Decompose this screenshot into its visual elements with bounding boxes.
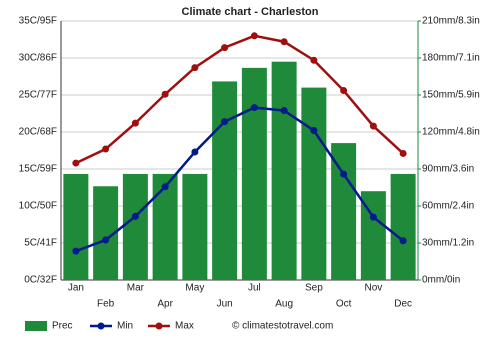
x-tick-label: Nov [364, 283, 382, 294]
bar [390, 173, 416, 280]
x-tick-label: Jan [68, 283, 84, 294]
line [75, 106, 404, 253]
y2-tick-label: 90mm/3.6in [422, 164, 474, 175]
point [250, 32, 258, 40]
x-tick-label: Feb [97, 299, 115, 310]
point [280, 38, 288, 46]
y-tick-label: 10C/50F [19, 201, 57, 212]
point [369, 213, 377, 221]
point [280, 107, 288, 115]
legend-swatch [155, 322, 163, 330]
line [75, 34, 404, 165]
point [102, 145, 110, 153]
y-tick-label: 0C/32F [24, 275, 57, 286]
y2-tick-label: 120mm/4.8in [422, 127, 480, 138]
y-tick-label: 35C/95F [19, 16, 57, 27]
legend-label: Min [117, 321, 133, 332]
point [72, 247, 80, 255]
chart-title: Climate chart - Charleston [182, 6, 319, 18]
y-tick-label: 20C/68F [19, 127, 57, 138]
point [310, 127, 318, 135]
legend-label: Max [175, 321, 194, 332]
x-tick-label: Sep [305, 283, 323, 294]
y2-tick-label: 180mm/7.1in [422, 53, 480, 64]
point [221, 44, 229, 52]
point [340, 87, 348, 95]
point [161, 90, 169, 98]
x-tick-label: May [185, 283, 204, 294]
bar [152, 173, 178, 280]
bar [301, 87, 327, 280]
bar [63, 173, 89, 280]
point [191, 64, 199, 72]
bar [122, 173, 148, 280]
x-tick-label: Apr [157, 299, 173, 310]
x-tick-label: Jul [248, 283, 261, 294]
y2-tick-label: 0mm/0in [422, 275, 460, 286]
y-tick-label: 5C/41F [24, 238, 57, 249]
x-tick-label: Aug [275, 299, 293, 310]
y-tick-label: 30C/86F [19, 53, 57, 64]
y2-tick-label: 150mm/5.9in [422, 90, 480, 101]
x-tick-label: Oct [336, 299, 352, 310]
point [310, 56, 318, 64]
x-tick-label: Jun [217, 299, 233, 310]
point [399, 149, 407, 157]
bar [331, 143, 357, 280]
point [72, 159, 80, 167]
point [191, 148, 199, 156]
y-tick-label: 15C/59F [19, 164, 57, 175]
bar [271, 61, 297, 281]
legend-swatch [25, 321, 47, 331]
y2-tick-label: 30mm/1.2in [422, 238, 474, 249]
point [102, 236, 110, 244]
point [399, 237, 407, 245]
y2-tick-label: 60mm/2.4in [422, 201, 474, 212]
bar [212, 81, 238, 280]
y-tick-label: 25C/77F [19, 90, 57, 101]
x-tick-label: Dec [394, 299, 412, 310]
y2-tick-label: 210mm/8.3in [422, 16, 480, 27]
point [161, 183, 169, 191]
legend-swatch [97, 322, 105, 330]
point [369, 122, 377, 130]
point [221, 118, 229, 126]
bar [182, 173, 208, 280]
bar [241, 67, 267, 280]
legend-label: Prec [52, 321, 73, 332]
point [131, 119, 139, 127]
point [131, 212, 139, 220]
credit: © climatestotravel.com [232, 321, 333, 332]
point [250, 104, 258, 112]
point [340, 170, 348, 178]
x-tick-label: Mar [127, 283, 145, 294]
